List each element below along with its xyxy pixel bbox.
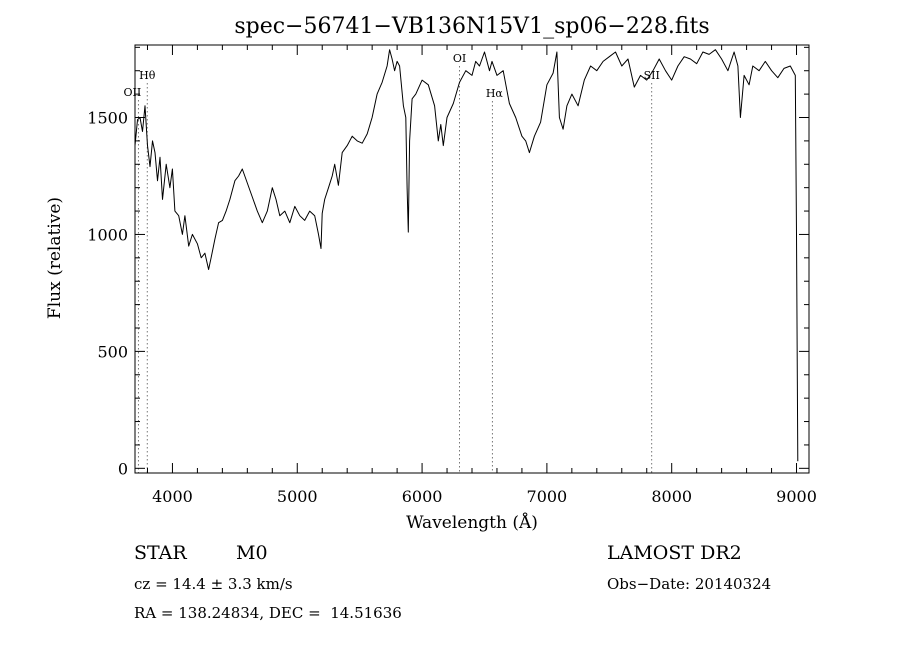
x-axis-label: Wavelength (Å) bbox=[406, 512, 538, 533]
y-tick-label: 1000 bbox=[87, 225, 128, 244]
axis-ticks: 4000 5000 6000 7000 8000 9000 0 500 1000 1500 bbox=[87, 45, 817, 506]
object-subclass: M0 bbox=[236, 542, 268, 564]
y-axis-label: Flux (relative) bbox=[45, 197, 65, 319]
survey-name: LAMOST DR2 bbox=[607, 542, 742, 564]
emission-line-label: OII bbox=[124, 86, 142, 99]
emission-line-label: OI bbox=[453, 52, 466, 65]
object-class: STAR bbox=[134, 542, 187, 564]
y-tick-label: 0 bbox=[118, 459, 128, 478]
y-tick-label: 1500 bbox=[87, 109, 128, 128]
x-tick-label: 5000 bbox=[277, 487, 318, 506]
observation-date: Obs−Date: 20140324 bbox=[607, 575, 772, 593]
coordinates: RA = 138.24834, DEC = 14.51636 bbox=[134, 604, 402, 622]
x-tick-label: 6000 bbox=[402, 487, 443, 506]
plot-frame bbox=[134, 44, 810, 474]
x-tick-label: 9000 bbox=[776, 487, 817, 506]
x-tick-label: 4000 bbox=[152, 487, 193, 506]
x-tick-label: 8000 bbox=[651, 487, 692, 506]
redshift-value: cz = 14.4 ± 3.3 km/s bbox=[134, 575, 293, 593]
spectrum-line bbox=[134, 49, 799, 462]
chart-title: spec−56741−VB136N15V1_sp06−228.fits bbox=[234, 14, 709, 39]
emission-line-label: Hθ bbox=[139, 69, 156, 82]
y-tick-label: 500 bbox=[97, 342, 128, 361]
emission-line-label: Hα bbox=[486, 87, 504, 100]
x-tick-label: 7000 bbox=[527, 487, 568, 506]
